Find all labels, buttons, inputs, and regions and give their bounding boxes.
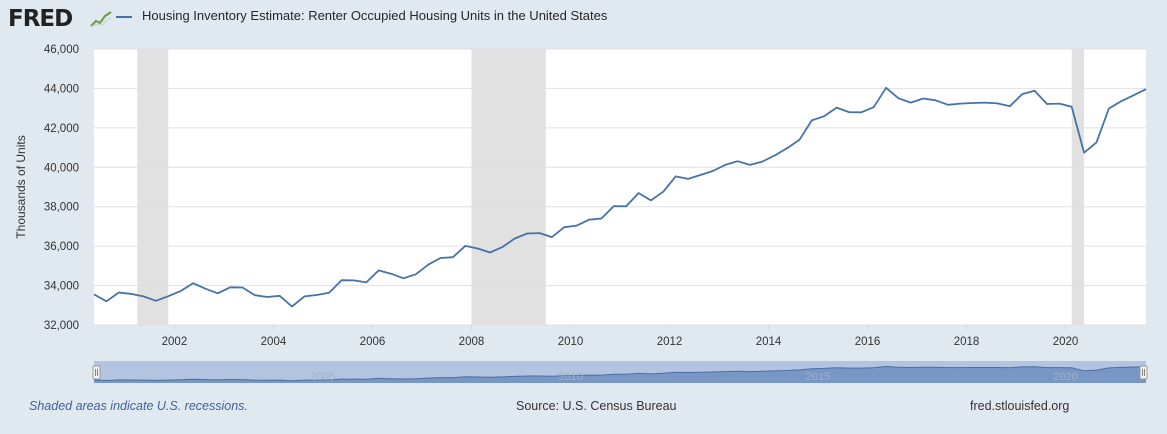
x-tick-label: 2002 <box>162 336 188 348</box>
chart-footer: Shaded areas indicate U.S. recessions. S… <box>0 399 1167 417</box>
x-tick-label: 2020 <box>1053 336 1079 348</box>
y-tick-label: 32,000 <box>44 320 79 332</box>
navigator-handle-body[interactable] <box>1139 365 1148 380</box>
fred-logo-graph-icon <box>90 9 112 29</box>
x-tick-label: 2008 <box>459 336 485 348</box>
navigator-year-label: 2005 <box>311 371 335 383</box>
x-tick-label: 2012 <box>657 336 683 348</box>
site-link[interactable]: fred.stlouisfed.org <box>970 399 1070 413</box>
navigator-year-label: 2010 <box>558 371 582 383</box>
y-tick-label: 44,000 <box>44 83 79 95</box>
legend-line-swatch <box>116 16 132 18</box>
x-tick-label: 2010 <box>558 336 584 348</box>
chart-title-text: Housing Inventory Estimate: Renter Occup… <box>142 8 608 23</box>
y-tick-label: 34,000 <box>44 281 79 293</box>
fred-logo[interactable]: FRED <box>8 6 73 32</box>
x-tick-label: 2006 <box>360 336 386 348</box>
y-tick-label: 42,000 <box>44 123 79 135</box>
recession-note: Shaded areas indicate U.S. recessions. <box>29 399 248 413</box>
x-tick-label: 2014 <box>756 336 782 348</box>
plot-area: 32,000 34,000 36,000 38,000 40,000 42,000 44,0… <box>14 44 1147 348</box>
navigator-series-line <box>93 365 1147 382</box>
chart-title: Housing Inventory Estimate: Renter Occup… <box>116 8 816 26</box>
source-text: Source: U.S. Census Bureau <box>516 399 677 413</box>
x-tick-label: 2016 <box>855 336 881 348</box>
y-tick-label: 40,000 <box>44 162 79 174</box>
navigator-year-label: 2020 <box>1053 371 1077 383</box>
y-axis-label: Thousands of Units <box>14 135 28 238</box>
navigator-handle-right[interactable] <box>1139 365 1148 380</box>
navigator-handle-body[interactable] <box>92 365 101 380</box>
recession-band <box>137 49 169 325</box>
y-tick-label: 38,000 <box>44 202 79 214</box>
recession-band <box>1071 49 1085 325</box>
x-tick-label: 2018 <box>954 336 980 348</box>
navigator-year-label: 2015 <box>806 371 830 383</box>
series-line <box>93 86 1147 308</box>
x-tick-label: 2004 <box>261 336 287 348</box>
range-navigator[interactable]: 2005 2010 2015 2020 <box>92 361 1148 383</box>
recession-band <box>471 49 546 325</box>
y-tick-label: 36,000 <box>44 241 79 253</box>
navigator-handle-left[interactable] <box>92 365 101 380</box>
plot-background <box>94 49 1146 325</box>
y-tick-label: 46,000 <box>44 44 79 56</box>
